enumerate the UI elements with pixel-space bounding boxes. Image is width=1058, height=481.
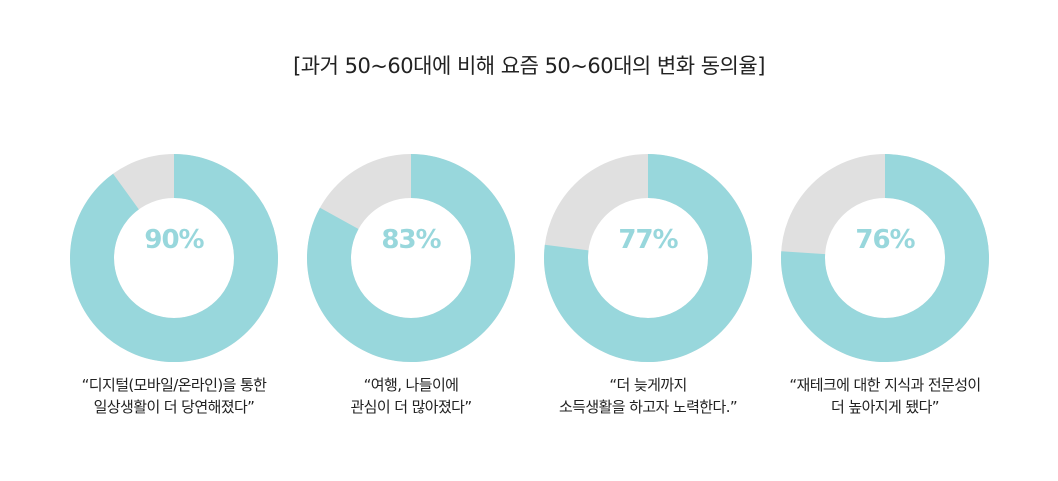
donut-svg	[307, 154, 515, 362]
caption-line-1: “여행, 나들이에	[363, 376, 459, 394]
caption-line-2: 일상생활이 더 당연해졌다”	[93, 398, 255, 416]
donut-svg	[781, 154, 989, 362]
donut-chart-2: 83% “여행, 나들이에 관심이 더 많아졌다”	[279, 138, 519, 438]
donut-value-arc	[544, 154, 752, 362]
donut-value-arc	[307, 154, 515, 362]
donut-svg	[70, 154, 278, 362]
donut-caption: “재테크에 대한 지식과 전문성이 더 높아지게 됐다”	[713, 374, 1057, 418]
donut-caption: “디지털(모바일/온라인)을 통한 일상생활이 더 당연해졌다”	[2, 374, 346, 418]
caption-line-2: 소득생활을 하고자 노력한다.”	[558, 398, 738, 416]
caption-line-1: “더 늦게까지	[609, 376, 687, 394]
donut-caption: “더 늦게까지 소득생활을 하고자 노력한다.”	[476, 374, 820, 418]
caption-line-2: 더 높아지게 됐다”	[831, 398, 940, 416]
donut-percent-label: 76%	[855, 225, 915, 255]
caption-line-1: “재테크에 대한 지식과 전문성이	[789, 376, 981, 394]
donut-caption: “여행, 나들이에 관심이 더 많아졌다”	[239, 374, 583, 418]
caption-line-1: “디지털(모바일/온라인)을 통한	[81, 376, 267, 394]
donut-percent-label: 90%	[144, 225, 204, 255]
donut-value-arc	[781, 154, 989, 362]
donut-svg	[544, 154, 752, 362]
donut-chart-4: 76% “재테크에 대한 지식과 전문성이 더 높아지게 됐다”	[753, 138, 993, 438]
donut-percent-label: 77%	[618, 225, 678, 255]
donut-value-arc	[70, 154, 278, 362]
donut-percent-label: 83%	[381, 225, 441, 255]
donut-chart-3: 77% “더 늦게까지 소득생활을 하고자 노력한다.”	[516, 138, 756, 438]
donut-chart-1: 90% “디지털(모바일/온라인)을 통한 일상생활이 더 당연해졌다”	[42, 138, 282, 438]
caption-line-2: 관심이 더 많아졌다”	[350, 398, 472, 416]
chart-title: [과거 50~60대에 비해 요즘 50~60대의 변화 동의율]	[293, 54, 765, 78]
